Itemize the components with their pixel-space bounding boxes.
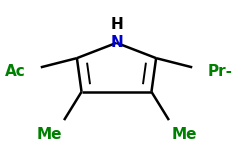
Text: Pr-n: Pr-n bbox=[207, 64, 233, 79]
Text: Ac: Ac bbox=[5, 64, 26, 79]
Text: Me: Me bbox=[36, 127, 62, 142]
Text: H: H bbox=[110, 17, 123, 32]
Text: N: N bbox=[110, 35, 123, 50]
Text: Me: Me bbox=[171, 127, 197, 142]
